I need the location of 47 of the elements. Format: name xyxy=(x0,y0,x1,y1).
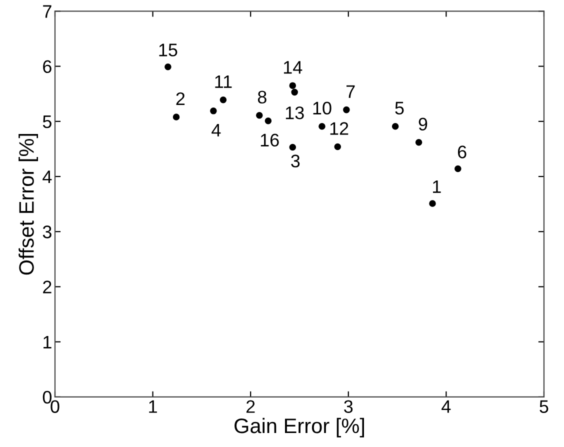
x-tick-label: 5 xyxy=(540,400,548,413)
annotation: 4 xyxy=(212,124,221,136)
point xyxy=(415,138,422,146)
annotation: 14 xyxy=(284,61,302,74)
annotation: 2 xyxy=(176,92,185,105)
y-tick-label: 5 xyxy=(42,116,52,128)
y-tick-label: 0 xyxy=(42,390,52,404)
y-tick-label: 7 xyxy=(43,5,52,18)
annotation: 8 xyxy=(258,90,266,104)
point xyxy=(256,112,263,119)
annotation: 9 xyxy=(418,118,428,131)
annotation: 6 xyxy=(458,146,466,158)
point xyxy=(429,200,436,207)
point xyxy=(164,63,172,70)
point xyxy=(318,122,326,130)
point xyxy=(289,82,296,89)
annotation: 3 xyxy=(291,154,300,168)
annotation: 13 xyxy=(286,106,304,120)
point xyxy=(172,114,180,120)
y-tick-label: 6 xyxy=(43,60,52,74)
y-tick-label: 3 xyxy=(42,226,52,238)
annotation: 15 xyxy=(159,44,178,56)
y-tick-label: 4 xyxy=(42,170,52,184)
annotation: 10 xyxy=(313,102,332,115)
y-axis-title: Offset Error [%] xyxy=(18,134,38,275)
x-tick-label: 1 xyxy=(149,400,157,413)
annotation: 11 xyxy=(215,75,232,88)
point xyxy=(264,117,272,124)
point xyxy=(289,144,296,151)
y-tick-label: 1 xyxy=(44,336,52,348)
x-tick-label: 3 xyxy=(344,400,353,413)
point xyxy=(392,122,399,130)
point xyxy=(291,88,298,96)
point xyxy=(210,108,217,114)
annotation: 12 xyxy=(330,122,348,135)
annotation: 1 xyxy=(433,180,441,193)
x-axis-title: Gain Error [%] xyxy=(234,418,364,438)
point xyxy=(343,106,350,114)
point xyxy=(220,96,227,104)
point xyxy=(454,165,462,172)
point xyxy=(334,143,342,150)
y-tick-label: 2 xyxy=(43,280,52,294)
annotation: 5 xyxy=(395,102,404,115)
annotation: 16 xyxy=(260,134,279,147)
annotation: 7 xyxy=(346,85,355,98)
x-tick-label: 2 xyxy=(246,400,255,413)
x-tick-label: 4 xyxy=(442,400,451,413)
